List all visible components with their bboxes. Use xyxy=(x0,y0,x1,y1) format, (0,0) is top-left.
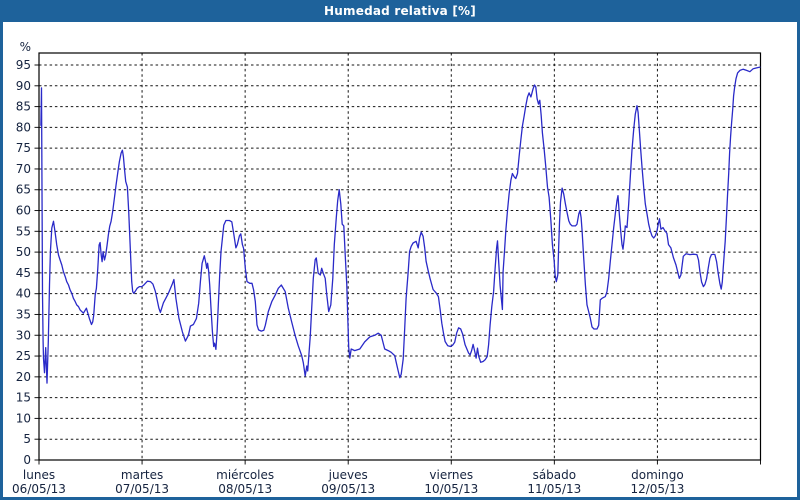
y-tick-label: 30 xyxy=(16,328,31,342)
humidity-chart-svg: 0 5 10 15 20 25 30 35 40 45 50 55 60 65 70 75 80 85 90 95% l… xyxy=(12,40,762,496)
x-day-name-label: jueves xyxy=(328,468,368,482)
chart-panel: 0 5 10 15 20 25 30 35 40 45 50 55 60 65 70 75 80 85 90 95% l… xyxy=(3,22,797,497)
x-day-date-label: 10/05/13 xyxy=(424,482,478,496)
x-day-date-label: 11/05/13 xyxy=(527,482,581,496)
y-tick-label: 45 xyxy=(16,266,31,280)
y-tick-label: 55 xyxy=(16,224,31,238)
title-bar: Humedad relativa [%] xyxy=(3,3,797,22)
y-tick-label: 50 xyxy=(16,245,31,259)
x-day-date-label: 12/05/13 xyxy=(630,482,684,496)
y-tick-label: 5 xyxy=(23,432,31,446)
y-tick-label: 60 xyxy=(16,204,31,218)
y-tick-label: 20 xyxy=(16,370,31,384)
x-day-date-label: 07/05/13 xyxy=(115,482,169,496)
x-day-name-label: viernes xyxy=(429,468,473,482)
x-day-name-label: sábado xyxy=(533,468,577,482)
x-day-name-label: domingo xyxy=(631,468,684,482)
x-day-name-label: lunes xyxy=(23,468,55,482)
y-tick-label: 40 xyxy=(16,287,31,301)
y-tick-label: 90 xyxy=(16,79,31,93)
y-tick-label: 25 xyxy=(16,349,31,363)
y-tick-label: 0 xyxy=(23,453,31,467)
y-tick-label: 85 xyxy=(16,100,31,114)
x-day-date-label: 09/05/13 xyxy=(321,482,375,496)
y-tick-label: 70 xyxy=(16,162,31,176)
y-tick-label: 75 xyxy=(16,141,31,155)
plot-border xyxy=(38,52,762,461)
y-tick-label: 15 xyxy=(16,391,31,405)
window-title: Humedad relativa [%] xyxy=(324,4,476,18)
humidity-line xyxy=(40,66,761,384)
y-tick-label: 65 xyxy=(16,183,31,197)
y-axis-unit-label: % xyxy=(20,40,31,54)
x-day-date-label: 08/05/13 xyxy=(218,482,272,496)
y-tick-label: 80 xyxy=(16,120,31,134)
x-day-name-label: miércoles xyxy=(216,468,274,482)
x-day-date-label: 06/05/13 xyxy=(12,482,66,496)
x-day-name-label: martes xyxy=(121,468,163,482)
y-tick-label: 95 xyxy=(16,58,31,72)
y-tick-label: 10 xyxy=(16,411,31,425)
y-tick-label: 35 xyxy=(16,307,31,321)
